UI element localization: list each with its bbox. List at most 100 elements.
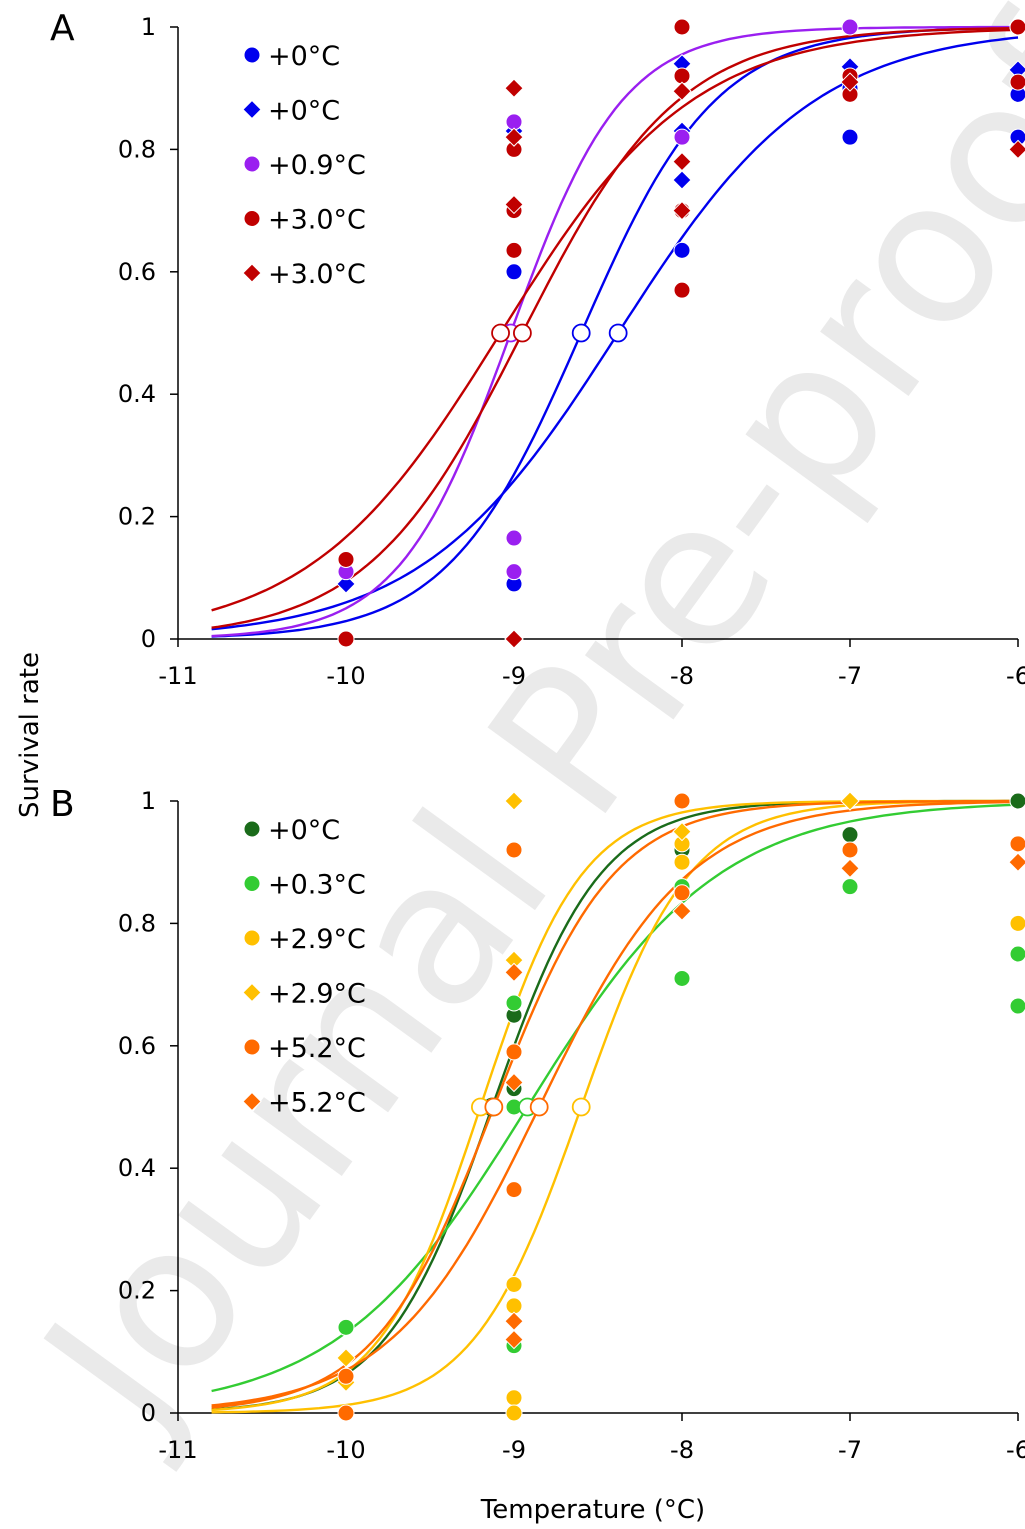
x-tick-label: -9 xyxy=(502,1436,526,1464)
data-point xyxy=(1009,792,1025,810)
fit-curve xyxy=(211,25,1018,638)
data-point xyxy=(1009,945,1025,963)
data-point xyxy=(505,841,523,859)
legend-label: +0°C xyxy=(268,41,340,72)
data-point xyxy=(840,791,860,811)
data-point xyxy=(504,127,524,147)
ld50-marker xyxy=(529,1097,549,1117)
x-tick-label: -11 xyxy=(158,1436,197,1464)
data-point xyxy=(505,563,523,581)
data-point xyxy=(336,574,356,594)
legend-marker xyxy=(243,210,261,227)
y-tick-label: 0.6 xyxy=(118,1032,156,1060)
x-tick-label: -6 xyxy=(1006,662,1025,690)
ld50-marker xyxy=(608,323,628,343)
data-point xyxy=(841,841,859,859)
y-axis-title: Survival rate xyxy=(15,652,45,818)
y-tick-label: 1 xyxy=(141,787,156,815)
data-point xyxy=(505,1275,523,1293)
data-point xyxy=(505,1043,523,1061)
legend-marker xyxy=(242,263,262,283)
data-point xyxy=(1009,914,1025,932)
data-point xyxy=(672,200,692,221)
ld50-marker xyxy=(513,323,532,343)
watermark-text: Journal Pre-proof xyxy=(0,0,1025,1477)
data-point xyxy=(505,1404,523,1422)
data-point xyxy=(672,81,692,101)
legend-marker xyxy=(242,982,262,1003)
legend-marker xyxy=(243,875,261,892)
legend-marker xyxy=(243,929,261,947)
x-tick-label: -10 xyxy=(326,1436,365,1464)
y-tick-label: 0 xyxy=(141,625,156,653)
panel-label: A xyxy=(50,8,75,49)
data-point xyxy=(505,263,523,281)
data-point xyxy=(840,72,860,92)
data-point xyxy=(673,792,691,810)
panel-label: B xyxy=(50,784,75,825)
legend-marker xyxy=(242,99,262,120)
data-point xyxy=(505,529,523,547)
data-point xyxy=(1009,835,1025,853)
data-point xyxy=(672,151,692,172)
x-tick-label: -11 xyxy=(158,662,197,690)
data-point xyxy=(841,18,859,36)
data-point xyxy=(337,630,355,648)
ld50-marker xyxy=(571,1097,591,1117)
panel-b: B 0 0.2 0.4 0.6 0.8 1 -11 -10 -9 -8 -7 -6 +0°C +0.3°C +… xyxy=(50,784,1025,1464)
data-point xyxy=(673,281,691,299)
data-point xyxy=(672,170,692,190)
data-point xyxy=(504,962,524,983)
y-tick-label: 0.4 xyxy=(118,380,156,408)
data-point xyxy=(1008,139,1025,160)
data-point xyxy=(673,18,691,36)
x-tick-label: -7 xyxy=(838,1436,862,1464)
panel-a: A 0 0.2 0.4 0.6 0.8 1 -11 -10 -9 -8 -7 -6 +0°C +0°C +0.… xyxy=(50,8,1025,690)
data-point xyxy=(673,853,691,871)
ld50-marker xyxy=(491,323,510,343)
data-point xyxy=(673,969,691,987)
data-point xyxy=(841,878,859,896)
data-point xyxy=(1009,997,1025,1015)
data-point xyxy=(672,901,692,921)
legend-label: +0°C xyxy=(268,96,340,127)
data-point xyxy=(337,1404,355,1422)
data-point xyxy=(337,550,355,568)
data-point xyxy=(337,1367,355,1385)
data-point xyxy=(1009,73,1025,91)
legend-marker xyxy=(242,1091,262,1112)
legend-label: +3.0°C xyxy=(268,205,366,236)
x-tick-label: -8 xyxy=(670,1436,694,1464)
x-tick-label: -10 xyxy=(326,662,365,690)
legend-label: +2.9°C xyxy=(268,924,366,955)
legend-label: +0.3°C xyxy=(268,870,366,901)
data-point xyxy=(673,128,691,146)
legend-marker xyxy=(243,46,261,64)
legend-label: +2.9°C xyxy=(268,979,366,1010)
ld50-marker xyxy=(484,1097,504,1117)
legend-label: +0.9°C xyxy=(268,150,366,181)
data-point xyxy=(672,821,692,842)
data-point xyxy=(504,194,524,215)
data-point xyxy=(504,629,524,649)
y-tick-label: 0.8 xyxy=(118,909,156,937)
fit-curve xyxy=(211,28,1019,612)
data-point xyxy=(504,791,524,811)
y-tick-label: 0.6 xyxy=(118,258,156,286)
data-point xyxy=(841,826,859,844)
x-tick-label: -8 xyxy=(670,662,694,690)
data-point xyxy=(505,1389,523,1407)
y-tick-label: 1 xyxy=(141,13,156,41)
x-tick-label: -7 xyxy=(838,662,862,690)
x-tick-label: -6 xyxy=(1006,1436,1025,1464)
legend-label: +0°C xyxy=(268,815,340,846)
data-point xyxy=(504,1072,524,1093)
y-tick-label: 0 xyxy=(141,1399,156,1427)
x-axis-title: Temperature (°C) xyxy=(480,1495,705,1525)
data-point xyxy=(337,1318,355,1336)
data-point xyxy=(504,78,524,98)
watermark-layer: Journal Pre-proof xyxy=(0,0,1025,1477)
data-point xyxy=(505,994,523,1012)
data-point xyxy=(841,128,859,146)
